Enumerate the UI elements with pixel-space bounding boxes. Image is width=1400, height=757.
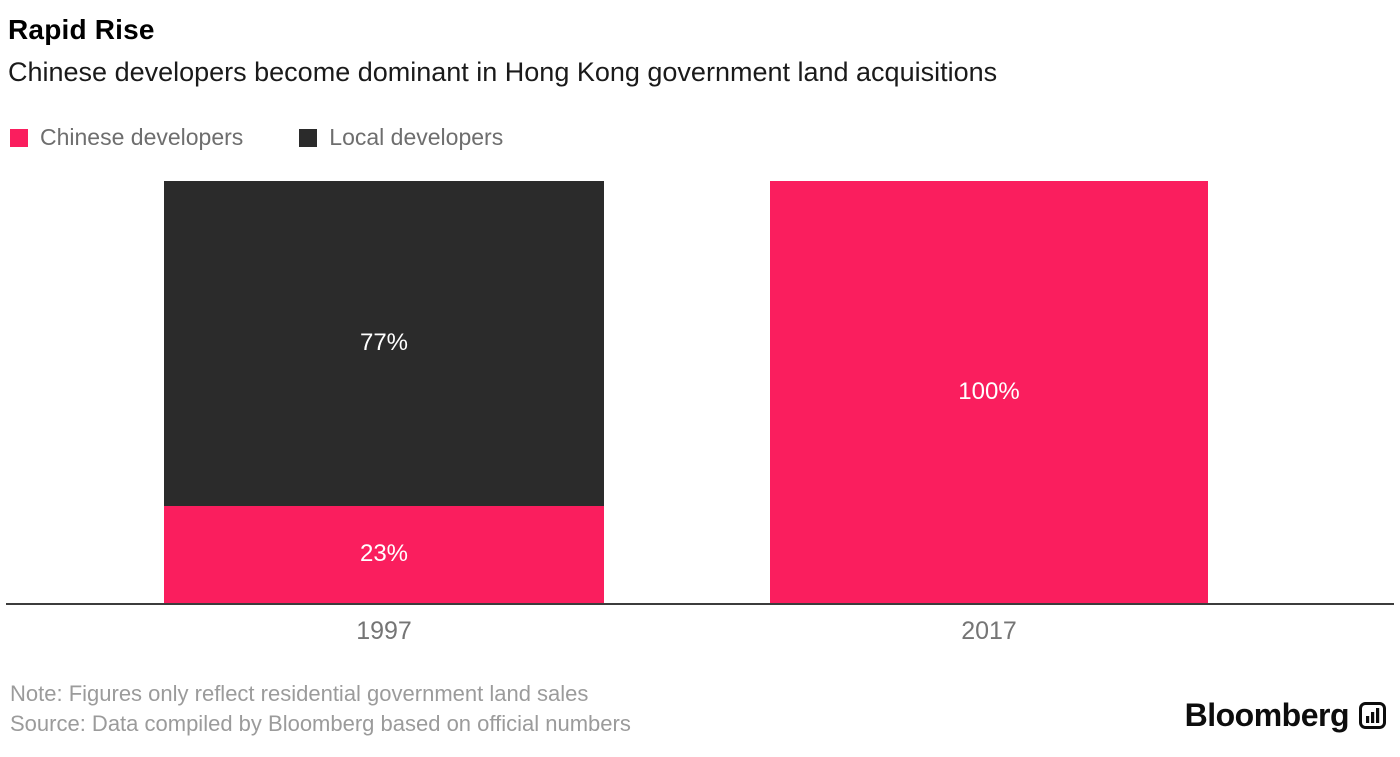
x-tick-2017: 2017 [961, 617, 1017, 645]
bar-1997: 77% 23% [164, 181, 604, 603]
legend-item-local-developers: Local developers [299, 124, 503, 151]
plot-area: 77% 23% 100% [0, 181, 1400, 605]
x-tick-1997: 1997 [356, 617, 412, 645]
legend: Chinese developers Local developers [10, 124, 503, 151]
bar-value-label: 100% [958, 378, 1020, 405]
legend-swatch-local-developers [299, 128, 318, 147]
bar-value-label: 23% [359, 540, 409, 568]
bar-segment-chinese-developers: 23% [164, 505, 604, 603]
bar-value-label: 77% [359, 329, 409, 357]
legend-label-chinese-developers: Chinese developers [40, 124, 244, 150]
brand-wordmark: Bloomberg [1184, 697, 1350, 733]
bar-segment-local-developers: 77% [164, 181, 604, 506]
x-axis-line [6, 603, 1394, 605]
legend-item-chinese-developers: Chinese developers [10, 124, 243, 151]
legend-swatch-chinese-developers [10, 128, 28, 147]
source-text: Source: Data compiled by Bloomberg based… [10, 711, 631, 736]
bar-2017: 100% [770, 181, 1208, 603]
brand-logo: Bloomberg [1185, 697, 1386, 734]
legend-label-local-developers: Local developers [329, 124, 504, 150]
bar-segment-chinese-developers: 100% [770, 181, 1208, 603]
note-text: Note: Figures only reflect residential g… [10, 681, 589, 706]
chart-subtitle: Chinese developers become dominant in Ho… [8, 57, 998, 87]
bar-chart-icon [1359, 702, 1386, 729]
footnotes: Note: Figures only reflect residential g… [10, 679, 631, 739]
chart-title: Rapid Rise [8, 14, 155, 45]
